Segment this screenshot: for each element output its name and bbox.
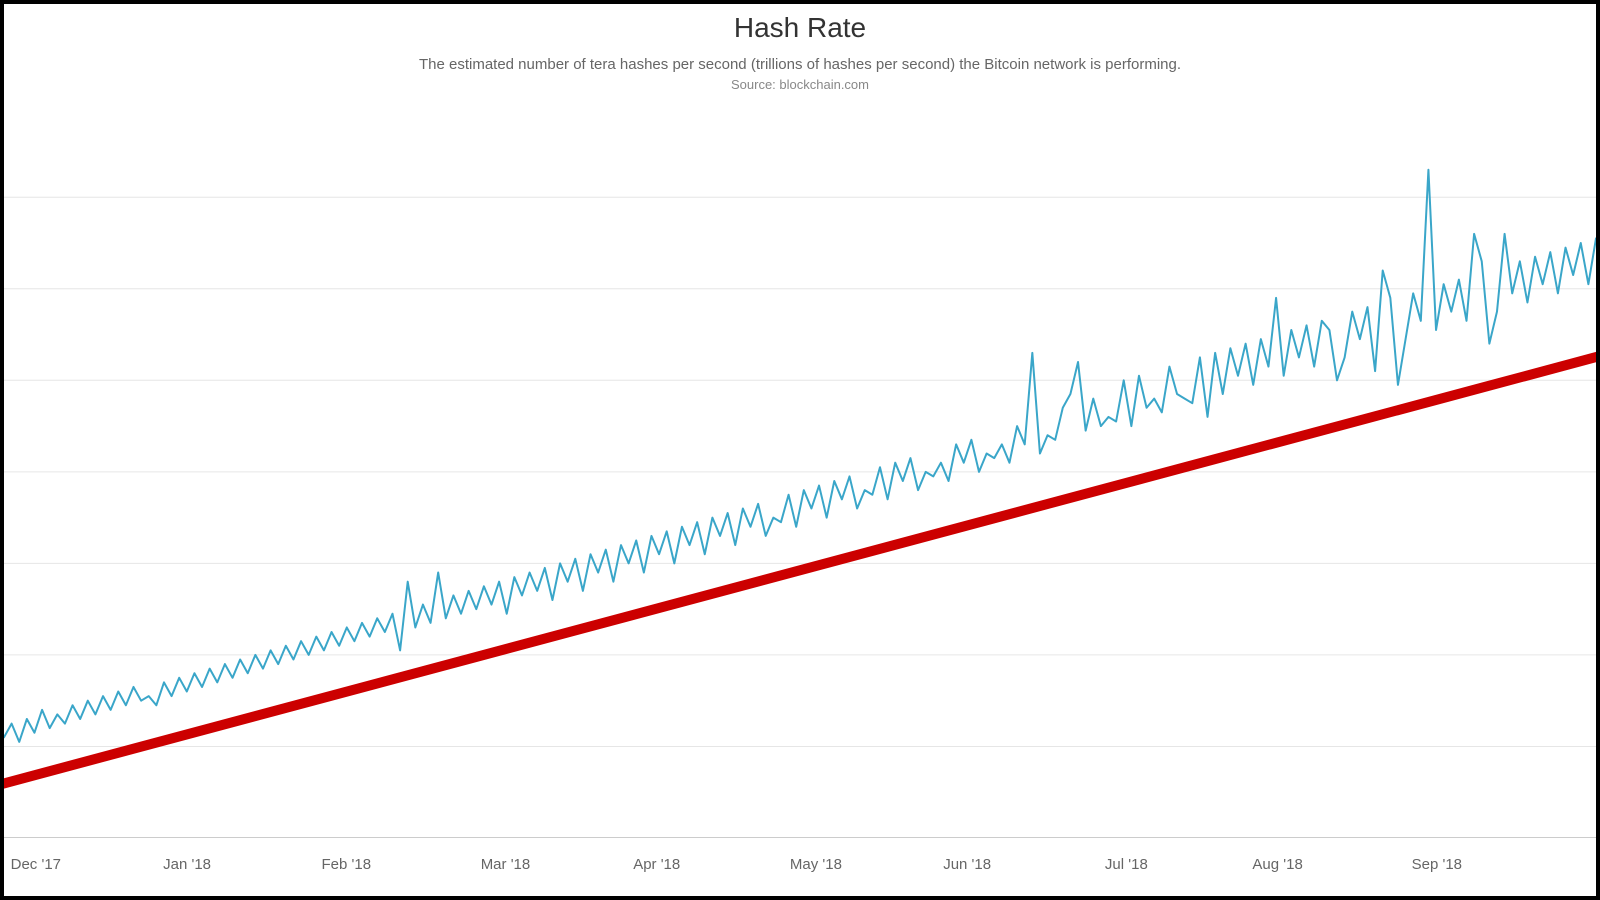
chart-title: Hash Rate (4, 12, 1596, 44)
plot-area (4, 124, 1596, 838)
x-axis: Dec '17 Jan '18 Feb '18 Mar '18 Apr '18 May '… (4, 837, 1596, 896)
x-axis-label: Dec '17 (11, 856, 61, 873)
plot-svg (4, 124, 1596, 838)
chart-header: Hash Rate The estimated number of tera h… (4, 4, 1596, 92)
hash-rate-series (4, 170, 1596, 742)
x-axis-label: May '18 (790, 856, 842, 873)
x-axis-label: Jul '18 (1105, 856, 1148, 873)
x-axis-label: Jan '18 (163, 856, 211, 873)
x-axis-label: Jun '18 (943, 856, 991, 873)
x-axis-label: Aug '18 (1252, 856, 1302, 873)
chart-subtitle: The estimated number of tera hashes per … (4, 56, 1596, 73)
trendline (4, 353, 1596, 788)
x-axis-label: Mar '18 (481, 856, 531, 873)
chart-frame: Hash Rate The estimated number of tera h… (0, 0, 1600, 900)
x-axis-label: Apr '18 (633, 856, 680, 873)
chart-source: Source: blockchain.com (4, 77, 1596, 92)
x-axis-label: Feb '18 (321, 856, 371, 873)
x-axis-label: Sep '18 (1412, 856, 1462, 873)
